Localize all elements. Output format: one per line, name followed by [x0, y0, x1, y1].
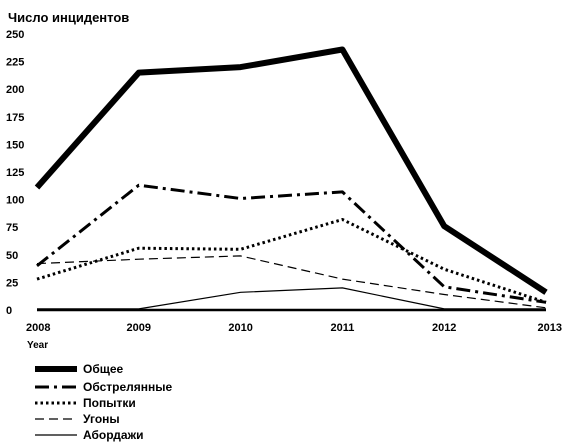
- x-axis-title: Year: [27, 340, 48, 351]
- x-tick-label: 2010: [228, 322, 252, 334]
- y-tick-labels: 0 25 50 75 100 125 150 175 200 225 250: [6, 29, 24, 317]
- y-tick-label: 75: [6, 222, 18, 234]
- legend-entry: Попытки: [83, 396, 136, 410]
- y-tick-label: 250: [6, 29, 24, 41]
- legend: Общее Обстрелянные Попытки Угоны Абордажи: [35, 362, 173, 442]
- y-tick-label: 100: [6, 195, 24, 207]
- y-tick-label: 150: [6, 139, 24, 151]
- legend-entry: Общее: [83, 362, 124, 376]
- y-axis-label: Число инцидентов: [8, 10, 129, 25]
- series-line: [36, 218, 547, 304]
- x-tick-label: 2008: [26, 322, 50, 334]
- y-tick-label: 0: [6, 305, 12, 317]
- y-tick-label: 225: [6, 57, 24, 69]
- legend-entry: Абордажи: [83, 428, 143, 442]
- series-line: [36, 183, 547, 304]
- y-tick-label: 50: [6, 250, 18, 262]
- x-tick-label: 2011: [330, 322, 354, 334]
- series-lines: [34, 46, 548, 310]
- y-tick-label: 25: [6, 277, 18, 289]
- x-tick-labels: 2008 2009 2010 2011 2012 2013: [26, 322, 562, 334]
- x-tick-label: 2009: [127, 322, 151, 334]
- legend-entry: Угоны: [83, 412, 120, 426]
- x-tick-label: 2013: [538, 322, 562, 334]
- y-tick-label: 175: [6, 112, 24, 124]
- y-tick-label: 200: [6, 84, 24, 96]
- x-tick-label: 2012: [432, 322, 456, 334]
- y-tick-label: 125: [6, 167, 24, 179]
- legend-entry: Обстрелянные: [83, 380, 173, 394]
- series-line: [34, 46, 548, 295]
- series-line: [36, 255, 547, 309]
